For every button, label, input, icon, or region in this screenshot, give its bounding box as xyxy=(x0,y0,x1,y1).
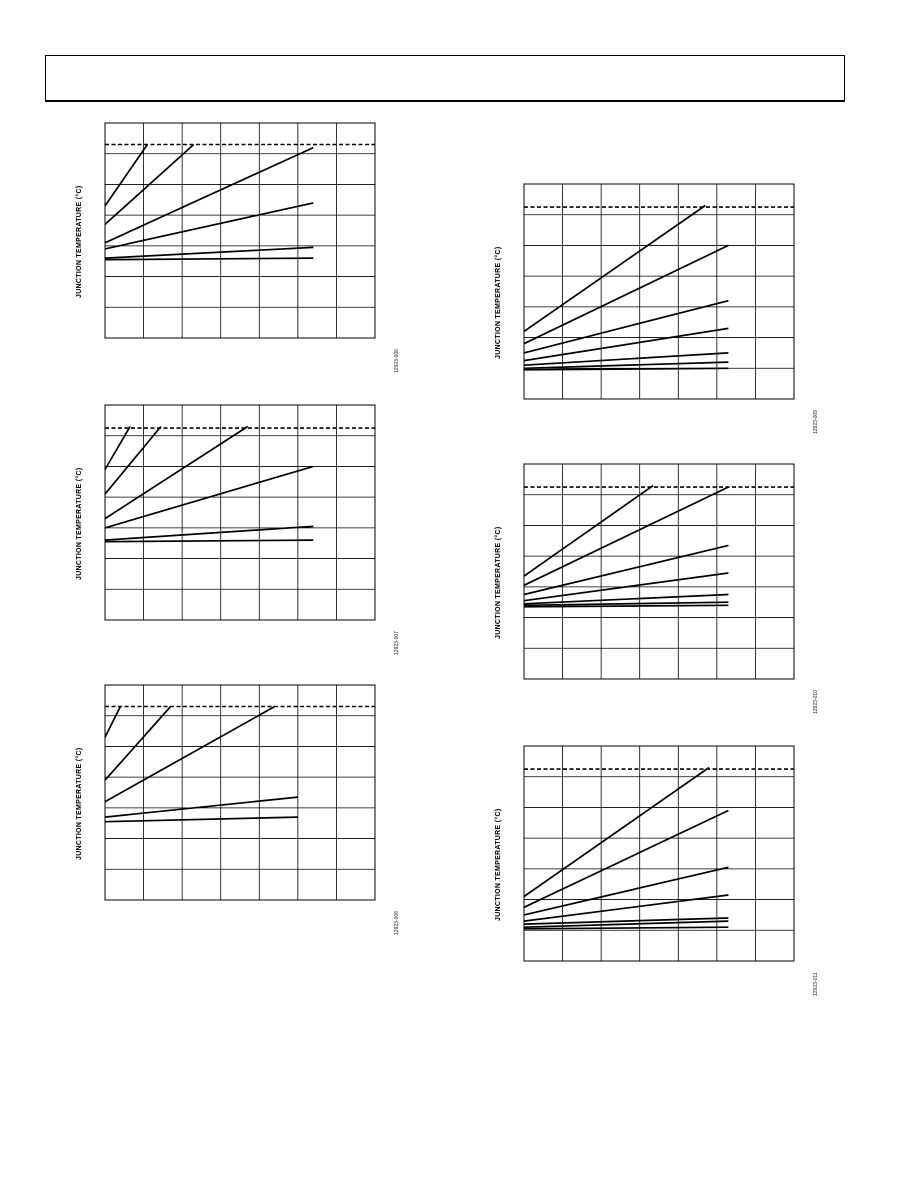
figure-id: 12923-006 xyxy=(394,349,400,373)
series-line-6 xyxy=(104,539,314,543)
series-line-6 xyxy=(523,920,729,929)
series-line-6 xyxy=(523,601,729,607)
series-line-5 xyxy=(523,917,729,925)
series-line-1 xyxy=(523,204,706,333)
y-axis-label: JUNCTION TEMPERATURE (°C) xyxy=(76,185,83,298)
series-line-2 xyxy=(104,143,195,226)
chart-plot xyxy=(104,122,376,339)
series-line-3 xyxy=(523,866,729,916)
plot-frame xyxy=(104,684,376,901)
series-line-2 xyxy=(523,809,729,909)
series-line-3 xyxy=(104,705,276,803)
figure-id: 12923-010 xyxy=(813,690,819,714)
series-line-4 xyxy=(104,796,298,818)
series-line-4 xyxy=(523,572,729,602)
series-line-5 xyxy=(104,246,314,259)
plot-frame xyxy=(523,745,795,962)
series-line-1 xyxy=(104,426,131,470)
figure-id: 12923-008 xyxy=(394,911,400,935)
series-line-5 xyxy=(104,525,314,541)
series-line-1 xyxy=(523,484,654,577)
series-line-4 xyxy=(523,327,729,362)
figure-id: 12923-007 xyxy=(394,631,400,655)
plot-frame xyxy=(104,404,376,621)
junction-temperature-chart-2: JUNCTION TEMPERATURE (°C) 12923-007 xyxy=(70,397,410,657)
y-axis-label: JUNCTION TEMPERATURE (°C) xyxy=(495,246,502,359)
junction-temperature-chart-5: JUNCTION TEMPERATURE (°C) 12923-010 xyxy=(489,456,829,716)
chart-plot xyxy=(523,463,795,680)
figure-id: 12923-009 xyxy=(813,410,819,434)
chart-plot xyxy=(523,745,795,962)
plot-frame xyxy=(104,122,376,339)
series-line-1 xyxy=(523,766,710,898)
series-line-4 xyxy=(104,465,314,529)
series-line-1 xyxy=(104,144,149,207)
series-line-7 xyxy=(523,367,729,371)
chart-plot xyxy=(104,404,376,621)
page-header-box xyxy=(45,55,845,102)
series-line-2 xyxy=(104,425,162,495)
junction-temperature-chart-4: JUNCTION TEMPERATURE (°C) 12923-009 xyxy=(489,176,829,436)
junction-temperature-chart-6: JUNCTION TEMPERATURE (°C) 12923-011 xyxy=(489,738,829,998)
series-line-5 xyxy=(104,816,298,823)
series-line-1 xyxy=(104,706,122,738)
series-line-2 xyxy=(523,244,729,345)
series-line-3 xyxy=(523,544,729,596)
y-axis-label: JUNCTION TEMPERATURE (°C) xyxy=(495,526,502,639)
series-line-6 xyxy=(104,257,314,261)
series-line-6 xyxy=(523,361,729,370)
series-line-2 xyxy=(104,705,172,781)
y-axis-label: JUNCTION TEMPERATURE (°C) xyxy=(76,467,83,580)
y-axis-label: JUNCTION TEMPERATURE (°C) xyxy=(495,808,502,921)
series-line-3 xyxy=(104,425,249,520)
series-line-7 xyxy=(523,604,729,608)
junction-temperature-chart-1: JUNCTION TEMPERATURE (°C) 12923-006 xyxy=(70,115,410,375)
chart-plot xyxy=(104,684,376,901)
plot-frame xyxy=(523,183,795,400)
y-axis-label: JUNCTION TEMPERATURE (°C) xyxy=(76,747,83,860)
series-line-4 xyxy=(523,894,729,922)
series-line-7 xyxy=(523,926,729,930)
junction-temperature-chart-3: JUNCTION TEMPERATURE (°C) 12923-008 xyxy=(70,677,410,937)
figure-id: 12923-011 xyxy=(813,972,819,996)
series-line-5 xyxy=(523,593,729,605)
plot-frame xyxy=(523,463,795,680)
series-line-3 xyxy=(523,299,729,354)
series-line-5 xyxy=(523,352,729,367)
series-line-3 xyxy=(104,146,314,244)
series-line-2 xyxy=(523,486,729,587)
series-line-4 xyxy=(104,202,314,250)
chart-plot xyxy=(523,183,795,400)
